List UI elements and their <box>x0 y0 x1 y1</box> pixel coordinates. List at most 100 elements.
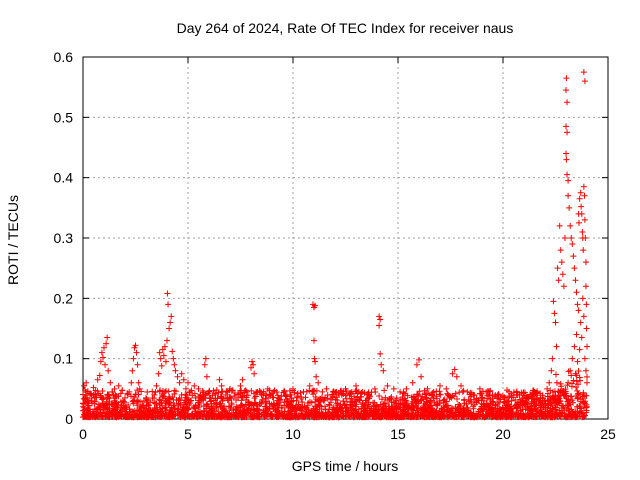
data-point <box>228 387 235 394</box>
data-point <box>582 367 589 374</box>
data-point <box>568 235 575 241</box>
data-point <box>561 235 568 241</box>
data-point <box>584 373 590 380</box>
data-point <box>334 397 341 404</box>
data-point <box>128 379 135 386</box>
data-point <box>565 192 572 199</box>
data-point <box>85 402 92 409</box>
data-point <box>533 410 540 417</box>
data-point <box>548 367 555 374</box>
data-point <box>428 391 435 398</box>
data-point <box>572 277 579 284</box>
data-point <box>579 295 586 302</box>
data-point <box>91 413 98 420</box>
data-point <box>172 367 179 374</box>
data-point <box>94 376 101 383</box>
data-point <box>306 387 313 394</box>
data-point <box>526 410 533 417</box>
data-point <box>231 393 238 400</box>
data-point <box>368 405 375 412</box>
data-point <box>459 388 466 395</box>
data-point <box>138 408 145 415</box>
data-point <box>503 397 510 404</box>
data-point <box>551 310 558 317</box>
data-point <box>552 319 559 326</box>
data-point <box>575 367 582 374</box>
data-point <box>192 404 199 411</box>
data-point <box>410 407 417 414</box>
data-point <box>159 402 166 409</box>
data-point <box>244 392 251 399</box>
data-point <box>105 392 112 399</box>
data-point <box>248 387 255 394</box>
data-point <box>281 413 288 420</box>
data-point <box>490 398 497 405</box>
data-point <box>109 401 116 408</box>
data-point <box>410 394 417 401</box>
data-point <box>582 235 589 241</box>
data-point <box>338 412 345 419</box>
data-point <box>168 313 175 320</box>
data-point <box>176 379 183 386</box>
data-point <box>315 379 322 386</box>
data-point <box>563 87 569 94</box>
data-point <box>218 382 225 389</box>
data-point <box>144 399 151 406</box>
y-tick-label: 0.6 <box>54 49 74 65</box>
data-point <box>155 370 162 377</box>
data-point <box>156 413 163 420</box>
data-point <box>561 392 568 399</box>
data-point <box>363 413 370 420</box>
data-point <box>216 413 223 420</box>
data-point <box>152 389 159 396</box>
data-point <box>574 394 581 401</box>
data-point <box>421 387 428 394</box>
data-point <box>352 406 359 413</box>
data-point <box>343 395 350 402</box>
data-point <box>278 393 285 400</box>
data-point <box>137 408 144 415</box>
data-point <box>96 372 103 379</box>
data-point <box>119 387 126 394</box>
data-point <box>97 402 104 409</box>
data-point <box>202 390 209 397</box>
data-point <box>376 322 383 329</box>
data-point <box>431 412 438 419</box>
data-point <box>522 399 529 406</box>
data-point <box>273 400 280 407</box>
data-point <box>284 398 291 405</box>
data-point <box>235 410 242 417</box>
data-point <box>355 413 362 420</box>
data-point <box>210 387 217 394</box>
data-point <box>519 400 526 407</box>
data-point <box>377 350 384 357</box>
data-point <box>494 400 501 407</box>
data-point <box>309 388 316 395</box>
data-point <box>583 392 590 399</box>
data-point <box>113 399 120 406</box>
data-point <box>484 395 491 402</box>
data-point <box>213 387 220 394</box>
data-point <box>81 382 88 389</box>
data-point <box>346 413 353 420</box>
data-point <box>563 123 569 130</box>
data-point <box>199 387 206 394</box>
data-point <box>248 364 254 371</box>
data-point <box>544 385 551 392</box>
data-point <box>444 407 451 414</box>
data-point <box>554 265 561 272</box>
data-point <box>478 395 485 402</box>
data-point <box>303 404 310 411</box>
y-tick-label: 0.3 <box>54 230 74 246</box>
data-point <box>174 405 181 412</box>
data-point <box>331 389 338 396</box>
data-point <box>319 388 326 395</box>
data-point <box>461 400 468 407</box>
data-point <box>254 402 261 409</box>
data-point <box>270 394 277 401</box>
y-tick-label: 0.1 <box>54 351 74 367</box>
data-point <box>130 400 137 407</box>
data-point <box>178 370 185 377</box>
data-point <box>235 391 242 398</box>
data-point <box>584 343 590 350</box>
